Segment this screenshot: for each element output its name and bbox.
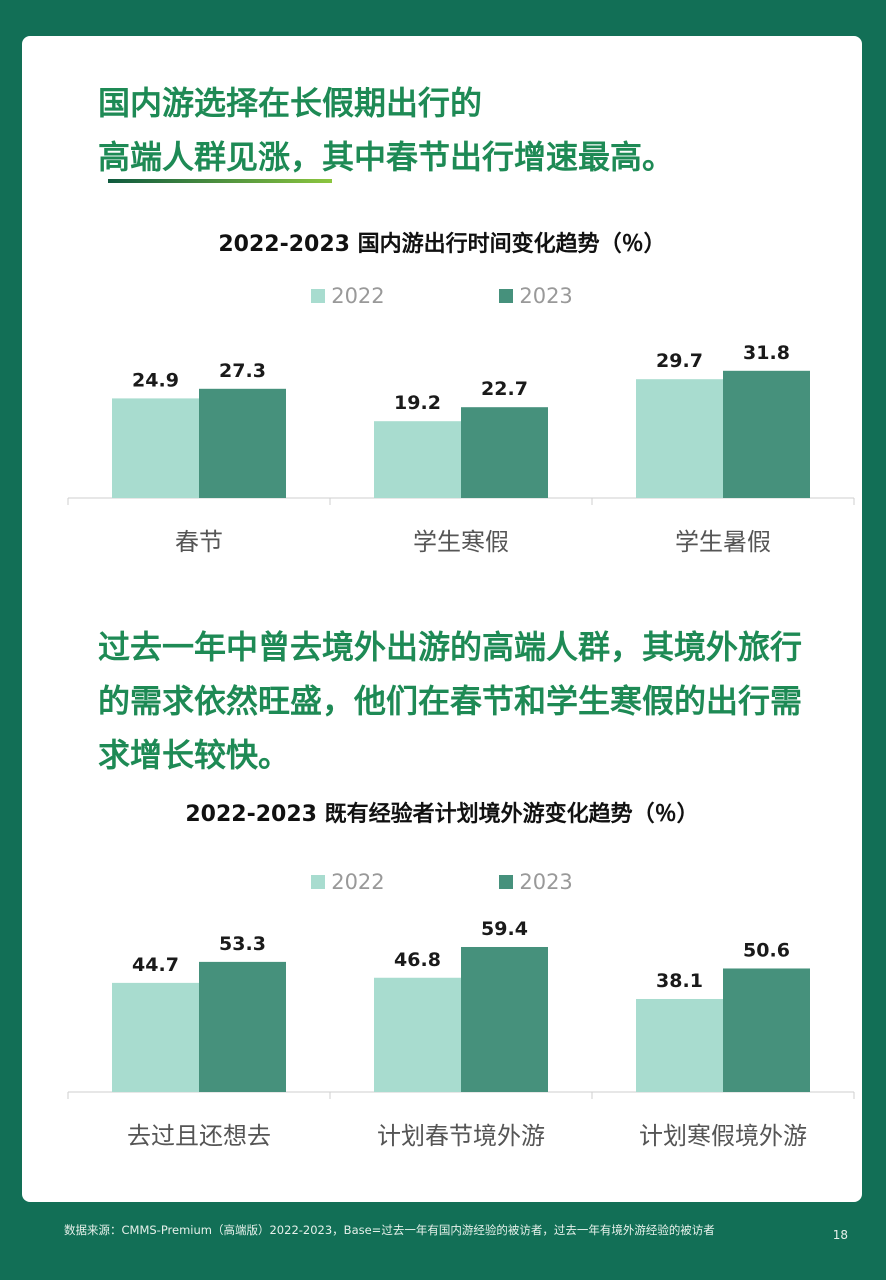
data-label: 22.7 bbox=[481, 378, 528, 400]
data-source-footnote: 数据来源：CMMS-Premium（高端版）2022-2023，Base=过去一… bbox=[64, 1223, 715, 1237]
headline-line: 高端人群见涨，其中春节出行增速最高。 bbox=[98, 138, 675, 176]
data-label: 31.8 bbox=[743, 342, 790, 364]
legend-swatch-2023 bbox=[499, 289, 514, 303]
category-label: 计划寒假境外游 bbox=[639, 1122, 807, 1150]
chart-title-outbound: 2022-2023 既有经验者计划境外游变化趋势（％） bbox=[185, 802, 699, 827]
headline-domestic: 国内游选择在长假期出行的 高端人群见涨，其中春节出行增速最高。 bbox=[98, 76, 674, 184]
page-number: 18 bbox=[832, 1228, 848, 1242]
data-label: 27.3 bbox=[219, 360, 266, 382]
legend-outbound: 2022 2023 bbox=[22, 870, 862, 894]
legend-item-2022: 2022 bbox=[311, 284, 385, 308]
data-label: 59.4 bbox=[481, 918, 528, 940]
category-label: 去过且还想去 bbox=[127, 1122, 271, 1150]
chart-title-domestic: 2022-2023 国内游出行时间变化趋势（％） bbox=[218, 232, 666, 257]
category-label: 学生暑假 bbox=[675, 528, 771, 556]
data-label: 50.6 bbox=[743, 939, 790, 961]
legend-item-2023: 2023 bbox=[499, 284, 573, 308]
headline-line: 的需求依然旺盛，他们在春节和学生寒假的出行需 bbox=[98, 682, 803, 720]
data-label: 38.1 bbox=[656, 970, 703, 992]
bar-2022 bbox=[636, 379, 723, 498]
bar-2022 bbox=[112, 398, 199, 498]
bar-2023 bbox=[199, 961, 286, 1092]
headline-outbound: 过去一年中曾去境外出游的高端人群，其境外旅行 的需求依然旺盛，他们在春节和学生寒… bbox=[98, 620, 802, 782]
legend-label-2022: 2022 bbox=[331, 284, 385, 308]
category-label: 春节 bbox=[175, 528, 223, 556]
data-label: 46.8 bbox=[394, 949, 441, 971]
bar-2023 bbox=[723, 968, 810, 1092]
bar-2022 bbox=[112, 982, 199, 1092]
headline-underline bbox=[108, 179, 332, 183]
content-card: 国内游选择在长假期出行的 高端人群见涨，其中春节出行增速最高。 2022-202… bbox=[22, 36, 862, 1202]
category-label: 计划春节境外游 bbox=[377, 1122, 545, 1150]
legend-label-2023: 2023 bbox=[519, 284, 573, 308]
category-label: 学生寒假 bbox=[413, 528, 509, 556]
chart-outbound-travel-plans: 44.7 53.3 去过且还想去 46.8 59.4 计划春节境外游 38.1 50.6 计划寒… bbox=[67, 918, 855, 1150]
bar-2023 bbox=[199, 388, 286, 498]
bar-2023 bbox=[723, 370, 810, 498]
legend-domestic: 2022 2023 bbox=[22, 284, 862, 308]
bar-2023 bbox=[461, 946, 548, 1092]
chart-domestic-travel-time: 24.9 27.3 春节 19.2 22.7 学生寒假 29.7 31.8 学生暑假 bbox=[67, 342, 855, 556]
data-label: 53.3 bbox=[219, 933, 266, 955]
headline-line: 国内游选择在长假期出行的 bbox=[98, 84, 483, 122]
bar-2022 bbox=[374, 421, 461, 498]
legend-item-2022: 2022 bbox=[311, 870, 385, 894]
data-label: 44.7 bbox=[132, 954, 179, 976]
data-label: 29.7 bbox=[656, 350, 703, 372]
legend-label-2023: 2023 bbox=[519, 870, 573, 894]
data-label: 19.2 bbox=[394, 392, 441, 414]
bar-2023 bbox=[461, 407, 548, 498]
legend-swatch-2022 bbox=[311, 289, 326, 303]
data-label: 24.9 bbox=[132, 369, 179, 391]
legend-item-2023: 2023 bbox=[499, 870, 573, 894]
headline-line: 求增长较快。 bbox=[98, 736, 291, 774]
headline-line: 过去一年中曾去境外出游的高端人群，其境外旅行 bbox=[98, 628, 803, 666]
legend-label-2022: 2022 bbox=[331, 870, 385, 894]
bar-2022 bbox=[374, 977, 461, 1092]
legend-swatch-2023 bbox=[499, 875, 514, 889]
legend-swatch-2022 bbox=[311, 875, 326, 889]
bar-2022 bbox=[636, 998, 723, 1092]
